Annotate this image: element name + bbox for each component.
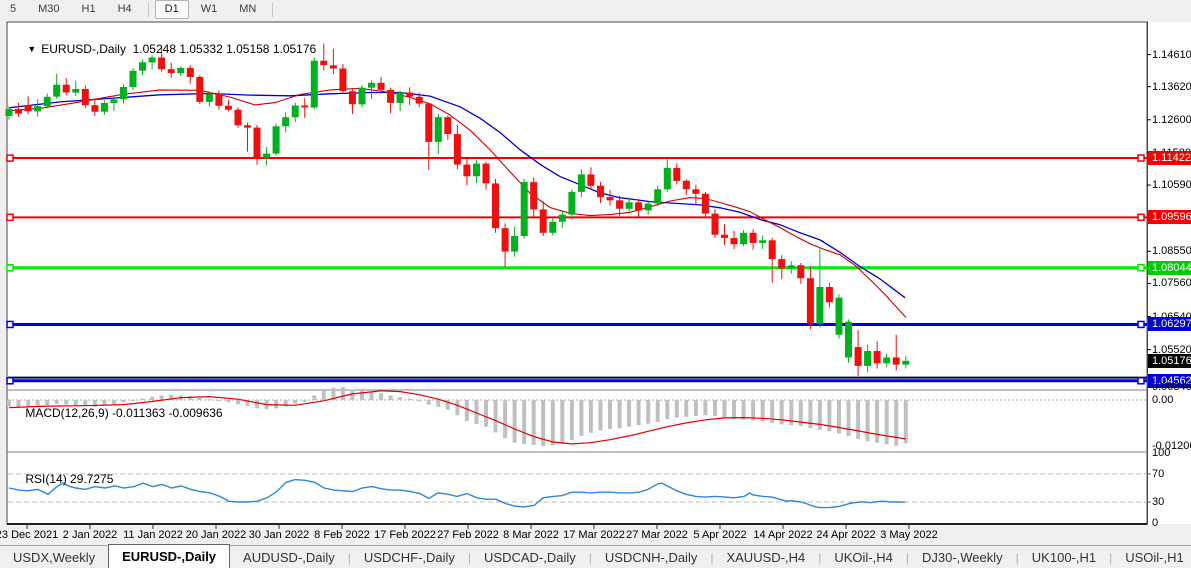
- timeframe-button-MN[interactable]: MN: [239, 3, 257, 15]
- ma-slow-line: [8, 91, 906, 299]
- date-label: 30 Jan 2022: [248, 529, 310, 541]
- tab-usdchf-daily[interactable]: USDCHF-,Daily: [363, 549, 455, 565]
- toolbar-separator: [272, 2, 274, 17]
- timeframe-button-H1[interactable]: H1: [81, 3, 96, 15]
- ohlc-close: 1.05176: [272, 42, 317, 56]
- timeframe-button-5[interactable]: 5: [10, 3, 17, 15]
- hline-handle-right-1[interactable]: [1137, 213, 1145, 222]
- tab-eurusd-daily[interactable]: EURUSD-,Daily: [108, 543, 231, 568]
- date-label: 8 Feb 2022: [314, 529, 370, 541]
- symbol-tab-bar: USDX,Weekly EURUSD-,Daily AUDUSD-,Daily | US…: [0, 543, 1191, 568]
- hline-handle-left-2[interactable]: [6, 263, 14, 272]
- macd-signal-line: [8, 390, 906, 445]
- timeframe-button-M30[interactable]: M30: [38, 3, 60, 15]
- date-label: 17 Feb 2022: [374, 529, 436, 541]
- price-badge-1.11422: 1.11422: [1148, 151, 1191, 165]
- ma-fast-line: [8, 87, 907, 318]
- tab-separator: |: [1109, 550, 1113, 565]
- tab-separator: |: [710, 550, 714, 565]
- price-badge-1.05176: 1.05176: [1148, 354, 1191, 368]
- rsi-line: [8, 478, 906, 509]
- tab-usdx-weekly[interactable]: USDX,Weekly: [13, 549, 96, 565]
- candles-group[interactable]: [5, 43, 910, 377]
- tab-uk100-h1[interactable]: UK100-,H1: [1031, 549, 1097, 565]
- price-badge-1.09596: 1.09596: [1148, 210, 1191, 224]
- date-label: 11 Jan 2022: [123, 529, 183, 541]
- price-badge-1.04562: 1.04562: [1148, 374, 1191, 388]
- tab-separator: |: [1015, 550, 1019, 565]
- chart-background[interactable]: [7, 22, 1147, 524]
- tab-usdcad-daily[interactable]: USDCAD-,Daily: [484, 549, 576, 565]
- ohlc-low: 1.05158: [226, 42, 270, 56]
- timeframe-button-H4[interactable]: H4: [117, 3, 132, 15]
- date-label: 2 Jan 2022: [62, 529, 118, 541]
- tab-separator: |: [818, 550, 822, 565]
- date-label: 27 Feb 2022: [437, 529, 499, 541]
- price-badge-1.06297: 1.06297: [1148, 317, 1191, 331]
- tab-xauusd-h4[interactable]: XAUUSD-,H4: [726, 549, 806, 565]
- tab-dj30-weekly[interactable]: DJ30-,Weekly: [921, 549, 1003, 565]
- hline-handle-right-5[interactable]: [1137, 377, 1145, 385]
- chart-title: ▼ EURUSD-,Daily 1.05248 1.05332 1.05158 1…: [14, 28, 316, 70]
- price-axis-label: 1.14610: [1152, 49, 1191, 61]
- macd-histogram[interactable]: [7, 387, 908, 447]
- rsi-axis-label: 70: [1152, 468, 1165, 480]
- rsi-axis-label: 100: [1152, 447, 1171, 459]
- hline-handle-left-5[interactable]: [6, 377, 14, 385]
- hline-handle-left-1[interactable]: [6, 213, 14, 222]
- date-label: 17 Mar 2022: [563, 529, 625, 541]
- tab-usdcnh-daily[interactable]: USDCNH-,Daily: [604, 549, 698, 565]
- rsi-name: RSI(14): [25, 472, 67, 486]
- tab-separator: |: [588, 550, 592, 565]
- macd-axis-label: 0.003408: [1152, 381, 1191, 393]
- date-label: 27 Mar 2022: [626, 529, 688, 541]
- hline-handle-right-0[interactable]: [1137, 154, 1145, 162]
- chart-symbol-label: EURUSD-,Daily: [41, 42, 126, 56]
- chart-dropdown-icon[interactable]: ▼: [27, 44, 37, 54]
- toolbar-separator: [147, 2, 149, 17]
- price-badge-1.08044: 1.08044: [1148, 261, 1191, 275]
- price-axis-label: 1.10590: [1152, 179, 1191, 191]
- tab-usoil-h1[interactable]: USOil-,H1: [1125, 549, 1184, 565]
- rsi-axis-label: 0: [1152, 517, 1159, 529]
- ohlc-high: 1.05332: [179, 42, 223, 56]
- date-label: 23 Dec 2021: [0, 529, 59, 541]
- tab-separator: |: [347, 550, 351, 565]
- macd-axis-label: 0.00: [1152, 394, 1174, 406]
- tab-separator: |: [905, 550, 909, 565]
- rsi-label: RSI(14) 29.7275: [12, 458, 113, 500]
- price-axis-label: 1.07560: [1152, 277, 1191, 289]
- tab-ukoil-h4[interactable]: UKOil-,H4: [834, 549, 893, 565]
- tab-separator: |: [467, 550, 472, 565]
- date-label: 20 Jan 2022: [185, 529, 247, 541]
- macd-label: MACD(12,26,9) -0.011363 -0.009636: [12, 392, 223, 434]
- date-label: 24 Apr 2022: [816, 529, 876, 541]
- rsi-axis-label: 30: [1152, 496, 1165, 508]
- date-label: 8 Mar 2022: [503, 529, 559, 541]
- macd-name: MACD(12,26,9): [25, 406, 109, 420]
- hline-handle-left-0[interactable]: [6, 154, 14, 162]
- timeframe-button-D1[interactable]: D1: [154, 0, 189, 19]
- chart-frame: [6, 21, 1148, 525]
- macd-current-value: -0.011363: [112, 406, 166, 420]
- hline-handle-left-3[interactable]: [6, 320, 14, 329]
- hline-handle-right-3[interactable]: [1137, 320, 1145, 329]
- timeframe-toolbar: 5 M30 H1 H4 D1 W1 MN: [0, 0, 1191, 19]
- price-axis-label: 1.08550: [1152, 245, 1191, 257]
- price-axis-label: 1.05520: [1152, 344, 1191, 356]
- timeframe-button-W1[interactable]: W1: [200, 3, 218, 15]
- price-axis-label: 1.12600: [1152, 114, 1191, 126]
- macd-signal-value: -0.009636: [168, 406, 223, 420]
- price-axis-label: 1.13620: [1152, 81, 1191, 93]
- macd-axis-label: -0.012066: [1152, 440, 1191, 452]
- tab-audusd-daily[interactable]: AUDUSD-,Daily: [243, 549, 335, 565]
- hline-handle-right-2[interactable]: [1137, 263, 1145, 272]
- date-label: 5 Apr 2022: [693, 529, 747, 541]
- date-label: 14 Apr 2022: [753, 529, 813, 541]
- ohlc-open: 1.05248: [132, 42, 177, 56]
- date-label: 3 May 2022: [880, 529, 938, 541]
- rsi-current-value: 29.7275: [70, 472, 114, 486]
